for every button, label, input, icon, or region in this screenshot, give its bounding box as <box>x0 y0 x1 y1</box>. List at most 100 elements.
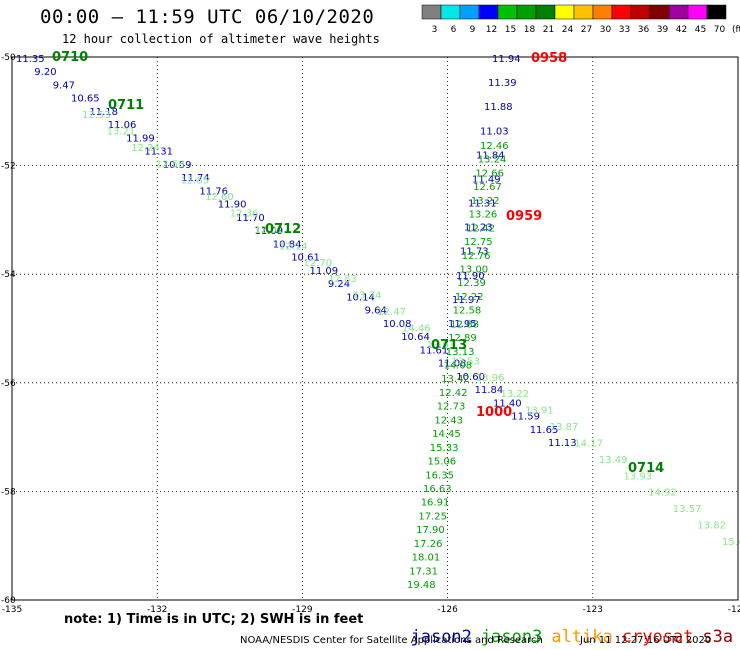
lon-tick-label: -126 <box>437 605 458 615</box>
jason2-vert-value: 11.73 <box>460 247 489 258</box>
lat-tick-label: -60 <box>1 596 16 606</box>
jason3-vert-value: 16.63 <box>423 484 452 495</box>
legend-label: 21 <box>543 25 554 35</box>
jason3-vert-value: 13.00 <box>460 265 489 276</box>
jason2-diag-value: 11.09 <box>255 226 284 237</box>
jason3-vert-value: 17.90 <box>416 525 445 536</box>
jason3-diag-value: 13.57 <box>673 504 702 515</box>
jason3-vert-value: 14.08 <box>444 361 473 372</box>
jason2-vert-value: 11.39 <box>488 78 517 89</box>
jason2-diag-value: 11.99 <box>126 133 155 144</box>
jason2-diag-value: 11.84 <box>475 385 504 396</box>
legend-label: 39 <box>657 25 669 35</box>
lat-tick-label: -54 <box>1 270 16 280</box>
jason3-vert-value: 12.42 <box>466 223 495 234</box>
jason3-vert-value: 13.22 <box>471 196 500 207</box>
jason2-diag-value: 11.06 <box>108 120 137 131</box>
jason3-vert-value: 17.31 <box>409 566 438 577</box>
jason2-diag-value: 10.65 <box>71 94 100 105</box>
jason3-diag-value: 14.46 <box>402 324 431 335</box>
map-subtitle: 12 hour collection of altimeter wave hei… <box>62 32 380 46</box>
map-title: 00:00 – 11:59 UTC 06/10/2020 <box>40 6 375 28</box>
lon-tick-label: -132 <box>147 605 167 615</box>
jason3-vert-value: 12.22 <box>455 292 484 303</box>
jason2-vert-value: 11.88 <box>484 102 513 113</box>
jason3-vert-value: 13.13 <box>446 347 475 358</box>
jason2-diag-value: 11.61 <box>420 345 449 356</box>
time-label: 0711 <box>108 98 144 113</box>
jason2-diag-value: 11.35 <box>16 54 45 65</box>
footer-credit: NOAA/NESDIS Center for Satellite Applica… <box>240 635 543 646</box>
legend-label: 33 <box>619 25 630 35</box>
legend-altika: altika <box>551 627 613 647</box>
jason2-diag-value: 10.60 <box>456 372 485 383</box>
legend-label: 27 <box>581 25 592 35</box>
jason3-diag-value: 13.96 <box>476 373 505 384</box>
legend-cryosat: cryosat <box>621 627 694 647</box>
lat-tick-label: -56 <box>1 379 16 389</box>
jason3-vert-value: 13.26 <box>469 210 498 221</box>
jason2-vert-value: 11.31 <box>468 199 497 210</box>
jason2-diag-value: 11.40 <box>493 398 522 409</box>
jason3-vert-value: 12.89 <box>448 333 477 344</box>
legend-label: 12 <box>486 25 497 35</box>
time-label: 1000 <box>476 405 512 420</box>
jason3-vert-value: 12.67 <box>473 182 502 193</box>
jason3-vert-value: 12.46 <box>480 141 509 152</box>
jason3-vert-value: 13.42 <box>441 374 470 385</box>
lon-tick-label: -123 <box>583 605 603 615</box>
jason3-diag-value: 12.83 <box>328 274 357 285</box>
footer-timestamp: Jun 11 12:27:16 UTC 2020 <box>580 635 712 646</box>
jason2-diag-value: 11.90 <box>218 200 247 211</box>
legend-label: 6 <box>451 25 457 35</box>
legend-label: 3 <box>432 25 438 35</box>
jason3-vert-value: 18.01 <box>412 553 441 564</box>
jason3-diag-value: 13.82 <box>697 521 726 532</box>
jason3-diag-value: 12.70 <box>304 258 333 269</box>
legend-label: 45 <box>695 25 706 35</box>
jason3-diag-value: 12.14 <box>279 241 308 252</box>
jason3-diag-value: 13.87 <box>550 422 579 433</box>
jason3-vert-value: 12.58 <box>453 306 482 317</box>
legend-label: 15 <box>505 25 516 35</box>
jason3-diag-value: 13.93 <box>624 471 653 482</box>
jason3-diag-value: 12.60 <box>205 192 234 203</box>
jason2-diag-value: 10.14 <box>346 292 375 303</box>
legend-swatch <box>706 4 727 20</box>
legend-jason3: jason3 <box>480 627 543 647</box>
jason3-diag-value: 12.36 <box>230 209 259 220</box>
jason3-vert-value: 12.75 <box>464 237 493 248</box>
jason3-vert-value: 12.73 <box>437 402 466 413</box>
jason2-diag-value: 10.61 <box>291 253 320 264</box>
jason2-vert-value: 11.23 <box>464 223 493 234</box>
jason2-diag-value: 11.13 <box>548 438 577 449</box>
jason2-diag-value: 11.18 <box>89 107 118 118</box>
jason2-diag-value: 11.70 <box>236 213 265 224</box>
jason3-vert-value: 17.26 <box>414 539 443 550</box>
jason3-diag-value: 13.49 <box>599 455 628 466</box>
jason2-diag-value: 9.24 <box>328 279 350 290</box>
time-label: 0712 <box>265 222 301 237</box>
legend-unit: (ft) <box>732 25 740 35</box>
time-label: 0959 <box>506 209 542 224</box>
legend-label: 24 <box>562 25 574 35</box>
jason2-vert-value: 11.49 <box>472 175 501 186</box>
jason2-diag-value: 9.47 <box>53 81 75 92</box>
jason3-vert-value: 15.33 <box>430 443 459 454</box>
jason3-vert-value: 16.91 <box>421 498 450 509</box>
jason3-vert-value: 14.45 <box>432 429 461 440</box>
jason3-diag-value: 12.01 <box>254 225 283 236</box>
jason2-diag-value: 10.84 <box>273 239 302 250</box>
legend-label: 70 <box>714 25 726 35</box>
jason2-vert-value: 11.90 <box>456 271 485 282</box>
time-label: 0710 <box>52 50 88 65</box>
jason3-diag-value: 12.24 <box>131 143 160 154</box>
lat-tick-label: -50 <box>1 53 16 63</box>
jason3-vert-value: 16.35 <box>425 470 454 481</box>
jason3-diag-value: 13.22 <box>501 389 530 400</box>
jason2-vert-value: 11.95 <box>448 319 477 330</box>
jason3-diag-value: 13.53 <box>451 356 480 367</box>
time-label: 0713 <box>431 338 467 353</box>
jason3-vert-value: 19.48 <box>407 580 436 591</box>
